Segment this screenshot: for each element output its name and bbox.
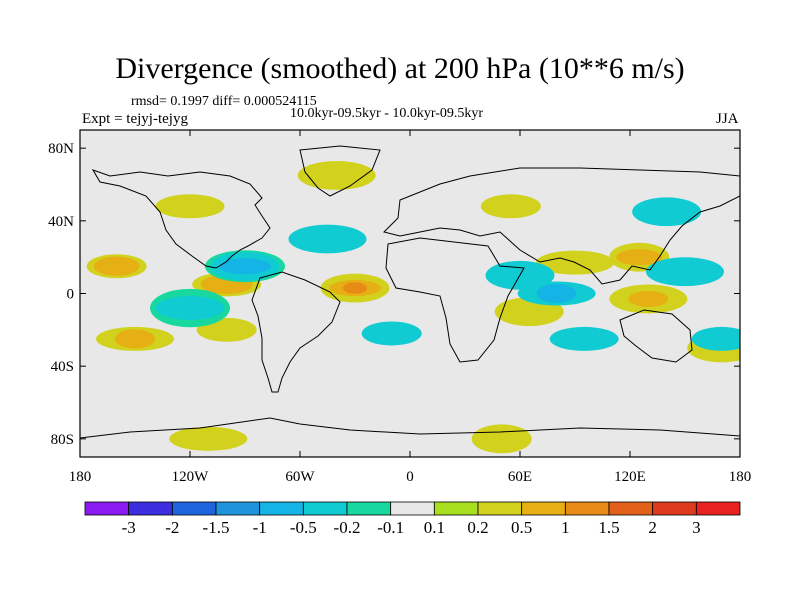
y-tick-label: 80S <box>51 432 74 448</box>
x-tick-label: 180 <box>729 469 752 485</box>
colorbar-label: -3 <box>122 518 136 537</box>
anomaly-contour-0.5 <box>93 256 140 276</box>
anomaly-contour-0.2 <box>169 426 248 451</box>
coastline-africa <box>385 237 525 363</box>
coastline-eurasia <box>383 167 740 285</box>
anomaly-fields <box>86 161 740 454</box>
colorbar-label: -0.5 <box>290 518 317 537</box>
anomaly-contour--0.2 <box>288 224 367 254</box>
x-tick-label: 180 <box>69 469 92 485</box>
coastline-australia <box>619 309 693 363</box>
colorbar-box <box>302 501 348 516</box>
x-tick-label: 60W <box>285 469 315 485</box>
anomaly-contour-0.5 <box>115 329 155 349</box>
colorbar-box <box>433 501 479 516</box>
rmsd-diff-stats: rmsd= 0.1997 diff= 0.000524115 <box>131 94 317 109</box>
colorbar-box <box>608 501 654 516</box>
colorbar-label: 0.2 <box>467 518 488 537</box>
colorbar-box <box>259 501 304 516</box>
colorbar-label: 2 <box>648 518 657 537</box>
anomaly-contour-0.2 <box>471 424 532 454</box>
y-tick-label: 80N <box>48 141 74 157</box>
anomaly-contour--0.2 <box>691 326 740 351</box>
colorbar-box <box>521 501 566 516</box>
coastline-antarctica <box>80 417 740 439</box>
anomaly-contour-0.2 <box>297 161 376 190</box>
x-tick-label: 60E <box>508 469 532 485</box>
anomaly-contour--0.2 <box>549 326 619 351</box>
map-axes: 180 120W 60W 0 60E 120E 180 80N 40N 0 40S 80S <box>48 130 751 485</box>
coastlines <box>80 145 740 439</box>
colorbar-label: -2 <box>165 518 179 537</box>
coastline-south-america <box>251 271 341 393</box>
colorbar-box <box>477 501 523 516</box>
colorbar-box <box>695 501 741 516</box>
anomaly-contour--0.2 <box>632 197 702 227</box>
anomaly-contour--0.5 <box>219 258 271 275</box>
colorbar-label: -1.5 <box>203 518 230 537</box>
coastline-greenland <box>299 145 381 197</box>
colorbar-box <box>215 501 261 516</box>
colorbar-label: 1.5 <box>598 518 619 537</box>
anomaly-contour-0.5 <box>628 290 669 307</box>
colorbar-label: 3 <box>692 518 701 537</box>
plot-title: Divergence (smoothed) at 200 hPa (10**6 … <box>115 52 685 85</box>
y-tick-label: 40S <box>51 359 74 375</box>
colorbar-box <box>128 501 173 516</box>
colorbar-label: -0.2 <box>334 518 361 537</box>
colorbar-label: 1 <box>561 518 570 537</box>
colorbar-label: 0.1 <box>424 518 445 537</box>
colorbar-box <box>84 501 130 516</box>
colorbar-box <box>652 501 697 516</box>
coastline-north-america <box>91 169 271 269</box>
colorbar-label: -1 <box>253 518 267 537</box>
x-tick-label: 0 <box>406 469 414 485</box>
colorbar-label: 0.5 <box>511 518 532 537</box>
anomaly-contour-0.2 <box>480 194 541 219</box>
colorbar: -3 -2 -1.5 -1 -0.5 -0.2 -0.1 0.1 0.2 0.5 1 1.5 2 3 <box>84 501 741 537</box>
y-tick-label: 40N <box>48 214 74 230</box>
anomaly-contour--0.2 <box>361 321 422 346</box>
anomaly-contour-1 <box>343 282 367 294</box>
y-tick-label: 0 <box>67 287 75 303</box>
anomaly-contour--0.5 <box>536 283 577 304</box>
colorbar-box <box>171 501 217 516</box>
anomaly-contour-0.2 <box>155 194 225 219</box>
anomaly-contour--0.2 <box>155 296 225 321</box>
anomaly-contour--0.2 <box>646 257 724 287</box>
x-tick-label: 120E <box>614 469 646 485</box>
time-period-label: 10.0kyr-09.5kyr - 10.0kyr-09.5kyr <box>290 106 484 121</box>
colorbar-box <box>390 501 435 516</box>
colorbar-label: -0.1 <box>377 518 404 537</box>
experiment-label: Expt = tejyj-tejyg <box>82 111 188 127</box>
x-tick-label: 120W <box>172 469 210 485</box>
season-label: JJA <box>716 111 739 127</box>
colorbar-box <box>346 501 392 516</box>
anomaly-contour-0.5 <box>616 249 663 266</box>
colorbar-box <box>564 501 610 516</box>
